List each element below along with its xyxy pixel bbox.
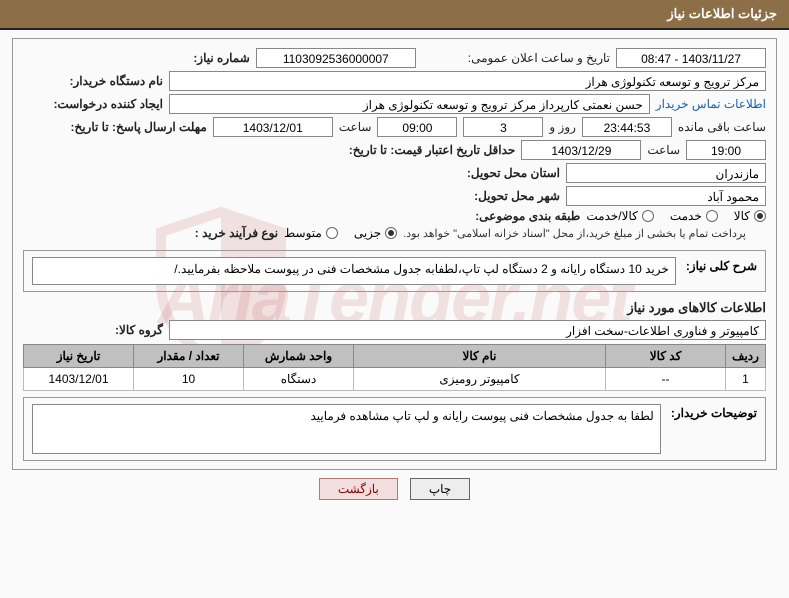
table-header: کد کالا — [606, 345, 726, 368]
days-count-field: 3 — [463, 117, 543, 137]
main-form-panel: شماره نیاز: 1103092536000007 تاریخ و ساع… — [12, 38, 777, 470]
hour-label-2: ساعت — [647, 143, 680, 157]
table-header: واحد شمارش — [244, 345, 354, 368]
need-desc-label: شرح کلی نیاز: — [686, 257, 757, 273]
announce-field: 1403/11/27 - 08:47 — [616, 48, 766, 68]
table-cell: -- — [606, 368, 726, 391]
buyer-org-field: مرکز ترویج و توسعه تکنولوژی هراز — [169, 71, 766, 91]
city-label: شهر محل تحویل: — [420, 189, 560, 203]
deadline-hour-field: 09:00 — [377, 117, 457, 137]
need-desc-text: خرید 10 دستگاه رایانه و 2 دستگاه لپ تاپ،… — [32, 257, 676, 285]
goods-section-title: اطلاعات کالاهای مورد نیاز — [23, 300, 766, 316]
payment-note: پرداخت تمام یا بخشی از مبلغ خرید،از محل … — [403, 227, 746, 240]
radio-goods[interactable]: کالا — [734, 209, 766, 223]
buyer-notes-label: توضیحات خریدار: — [671, 404, 757, 420]
countdown-field: 23:44:53 — [582, 117, 672, 137]
validity-label: حداقل تاریخ اعتبار قیمت: تا تاریخ: — [375, 143, 515, 157]
table-header: تعداد / مقدار — [134, 345, 244, 368]
requester-field: حسن نعمتی کارپرداز مرکز ترویج و توسعه تک… — [169, 94, 650, 114]
province-field: مازندران — [566, 163, 766, 183]
category-label: طبقه بندی موضوعی: — [440, 209, 580, 223]
page-title: جزئیات اطلاعات نیاز — [667, 6, 777, 21]
deadline-date-field: 1403/12/01 — [213, 117, 333, 137]
table-header: ردیف — [726, 345, 766, 368]
table-cell: کامپیوتر رومیزی — [354, 368, 606, 391]
announce-label: تاریخ و ساعت اعلان عمومی: — [468, 51, 610, 65]
buyer-contact-link[interactable]: اطلاعات تماس خریدار — [656, 97, 766, 111]
requester-label: ایجاد کننده درخواست: — [23, 97, 163, 111]
radio-goods-service[interactable]: کالا/خدمت — [586, 209, 653, 223]
province-label: استان محل تحویل: — [420, 166, 560, 180]
process-label: نوع فرآیند خرید : — [138, 226, 278, 240]
goods-table: ردیفکد کالانام کالاواحد شمارشتعداد / مقد… — [23, 344, 766, 391]
goods-group-label: گروه کالا: — [23, 323, 163, 337]
page-title-bar: جزئیات اطلاعات نیاز — [0, 0, 789, 30]
goods-group-field: کامپیوتر و فناوری اطلاعات-سخت افزار — [169, 320, 766, 340]
validity-date-field: 1403/12/29 — [521, 140, 641, 160]
radio-service[interactable]: خدمت — [670, 209, 718, 223]
remaining-label: ساعت باقی مانده — [678, 120, 766, 134]
table-row: 1--کامپیوتر رومیزیدستگاه101403/12/01 — [24, 368, 766, 391]
back-button[interactable]: بازگشت — [319, 478, 398, 500]
need-number-field: 1103092536000007 — [256, 48, 416, 68]
table-header: تاریخ نیاز — [24, 345, 134, 368]
days-and-label: روز و — [549, 120, 576, 134]
need-number-label: شماره نیاز: — [110, 51, 250, 65]
radio-partial[interactable]: جزیی — [354, 226, 397, 240]
deadline-label: مهلت ارسال پاسخ: تا تاریخ: — [67, 120, 207, 134]
buyer-org-label: نام دستگاه خریدار: — [23, 74, 163, 88]
button-row: چاپ بازگشت — [0, 478, 789, 500]
city-field: محمود آباد — [566, 186, 766, 206]
hour-label-1: ساعت — [339, 120, 372, 134]
print-button[interactable]: چاپ — [410, 478, 470, 500]
process-radio-group: جزیی متوسط — [284, 226, 397, 240]
table-cell: 1403/12/01 — [24, 368, 134, 391]
category-radio-group: کالا خدمت کالا/خدمت — [586, 209, 766, 223]
table-header: نام کالا — [354, 345, 606, 368]
table-cell: 10 — [134, 368, 244, 391]
radio-medium[interactable]: متوسط — [284, 226, 338, 240]
buyer-notes-text: لطفا به جدول مشخصات فنی پیوست رایانه و ل… — [32, 404, 661, 454]
table-cell: دستگاه — [244, 368, 354, 391]
table-cell: 1 — [726, 368, 766, 391]
validity-hour-field: 19:00 — [686, 140, 766, 160]
